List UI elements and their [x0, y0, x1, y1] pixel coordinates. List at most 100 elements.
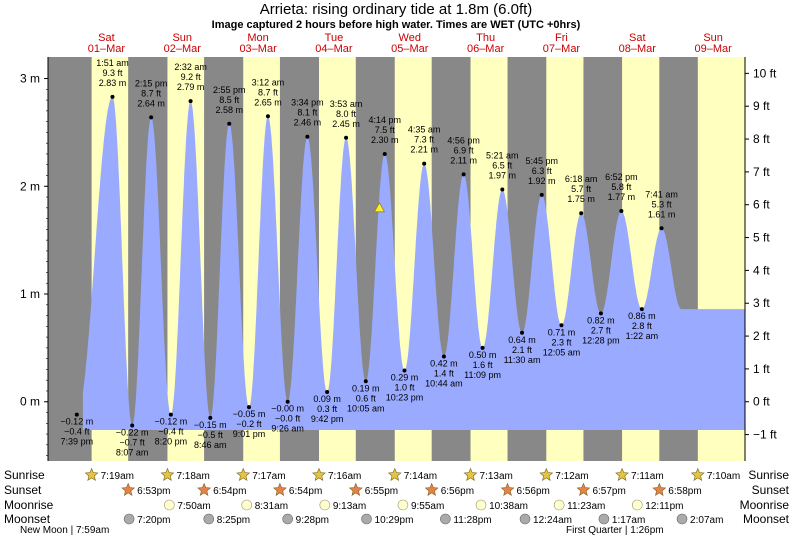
- extreme-point-12: [325, 390, 330, 395]
- extreme-label-7-1: 8.5 ft: [219, 95, 240, 105]
- extreme-point-21: [500, 187, 505, 192]
- extreme-label-29-1: 5.3 ft: [652, 199, 673, 209]
- extreme-label-15-1: 7.5 ft: [375, 125, 396, 135]
- sunset-star-icon: [121, 482, 136, 496]
- day-date-6: 07–Mar: [543, 43, 581, 55]
- extreme-label-22-0: 0.64 m: [508, 335, 536, 345]
- extreme-label-2-2: 8:07 am: [116, 447, 149, 457]
- extreme-point-22: [520, 330, 525, 335]
- extreme-label-11-0: 3:34 pm: [291, 98, 324, 108]
- sunset-time-3: 6:55pm: [365, 486, 398, 497]
- sunrise-star-icon: [312, 467, 326, 481]
- extreme-label-28-2: 1:22 am: [626, 331, 659, 341]
- extreme-label-24-0: 0.71 m: [548, 327, 576, 337]
- extreme-label-9-2: 2.65 m: [254, 97, 282, 107]
- extreme-label-26-0: 0.82 m: [587, 315, 615, 325]
- extreme-label-14-0: 0.19 m: [352, 383, 380, 393]
- extreme-point-16: [402, 368, 407, 373]
- moonrise-disc-icon: [241, 499, 253, 511]
- extreme-label-24-1: 2.3 ft: [551, 337, 572, 347]
- right-tick-label-11: 10 ft: [753, 66, 777, 80]
- left-tick-label-0: 0 m: [20, 395, 40, 409]
- extreme-point-28: [639, 307, 644, 312]
- extreme-label-12-0: 0.09 m: [313, 394, 341, 404]
- extreme-label-23-1: 6.3 ft: [532, 166, 553, 176]
- extreme-label-10-0: −0.00 m: [271, 404, 304, 414]
- extreme-labels-layer: −0.12 m−0.4 ft7:39 pm1:51 am9.3 ft2.83 m…: [60, 58, 677, 458]
- extreme-label-16-0: 0.29 m: [391, 373, 419, 383]
- extreme-point-27: [619, 209, 624, 214]
- extreme-point-14: [363, 379, 368, 384]
- extreme-point-7: [227, 121, 232, 126]
- extreme-label-1-0: 1:51 am: [96, 58, 129, 68]
- extreme-label-23-0: 5:45 pm: [525, 156, 558, 166]
- moonrise-disc-icon: [632, 499, 643, 511]
- right-tick-label-8: 7 ft: [753, 165, 770, 179]
- extreme-label-22-1: 2.1 ft: [512, 345, 533, 355]
- extreme-label-7-0: 2:55 pm: [213, 85, 246, 95]
- chart-title: Arrieta: rising ordinary tide at 1.8m (6…: [260, 1, 533, 18]
- day-name-6: Fri: [555, 32, 568, 44]
- day-date-2: 03–Mar: [239, 43, 277, 55]
- extreme-point-18: [441, 354, 446, 359]
- sunrise-time-8: 7:10am: [707, 471, 740, 482]
- extreme-label-10-2: 9:26 am: [271, 424, 304, 434]
- day-date-8: 09–Mar: [694, 43, 732, 55]
- extreme-point-9: [265, 114, 270, 119]
- sunrise-star-icon: [539, 467, 554, 481]
- sunrise-star-icon: [387, 467, 402, 481]
- day-name-8: Sun: [703, 32, 723, 44]
- day-date-0: 01–Mar: [88, 43, 126, 55]
- extreme-label-5-2: 2.79 m: [177, 82, 205, 92]
- extreme-label-0-2: 7:39 pm: [61, 437, 94, 447]
- moonset-time-2: 9:28pm: [296, 515, 329, 526]
- axes-layer: 0 m 1 m 2 m 3 m −1 ft 0 ft 1 ft 2 ft 3 ft 4 ft 5 f…: [20, 57, 777, 461]
- moonrise-disc-icon: [475, 499, 487, 511]
- sunset-time-7: 6:58pm: [668, 486, 701, 497]
- extreme-label-18-2: 10:44 am: [425, 378, 463, 388]
- extreme-label-25-1: 5.7 ft: [571, 184, 592, 194]
- extreme-label-4-1: −0.4 ft: [158, 427, 184, 437]
- tide-area: [82, 96, 745, 431]
- sunrise-star-icon: [84, 467, 99, 481]
- extreme-label-7-2: 2.58 m: [216, 105, 244, 115]
- extreme-label-13-1: 8.0 ft: [336, 109, 357, 119]
- extreme-label-1-1: 9.3 ft: [102, 68, 123, 78]
- extreme-label-29-2: 1.61 m: [648, 209, 676, 219]
- sunset-time-4: 6:56pm: [441, 486, 474, 497]
- extreme-label-20-0: 0.50 m: [469, 350, 497, 360]
- row-label-left-moonrise: Moonrise: [4, 498, 54, 512]
- right-tick-label-4: 3 ft: [753, 296, 770, 310]
- sunrise-time-1: 7:18am: [176, 471, 209, 482]
- extreme-label-5-1: 9.2 ft: [181, 72, 202, 82]
- day-name-3: Tue: [325, 32, 344, 44]
- extreme-point-8: [246, 405, 251, 410]
- moonrise-time-0: 7:50am: [177, 501, 210, 512]
- extreme-point-25: [579, 211, 584, 216]
- extreme-label-28-1: 2.8 ft: [632, 321, 653, 331]
- day-name-5: Thu: [476, 32, 495, 44]
- row-label-left-moonset: Moonset: [4, 512, 51, 526]
- extreme-label-19-2: 2.11 m: [450, 155, 477, 165]
- day-name-2: Mon: [247, 32, 268, 44]
- right-tick-label-7: 6 ft: [753, 198, 770, 212]
- extreme-label-17-1: 7.3 ft: [414, 135, 435, 145]
- day-date-5: 06–Mar: [467, 43, 505, 55]
- extreme-point-0: [74, 412, 79, 417]
- extreme-label-4-2: 8:20 pm: [155, 437, 188, 447]
- moonset-time-4: 11:28pm: [453, 515, 491, 526]
- moonset-disc-icon: [282, 513, 293, 525]
- day-name-0: Sat: [98, 32, 115, 44]
- extreme-label-2-0: −0.22 m: [116, 427, 149, 437]
- day-date-1: 02–Mar: [164, 43, 202, 55]
- moonset-time-7: 2:07am: [690, 515, 723, 526]
- extreme-label-8-0: −0.05 m: [233, 409, 266, 419]
- right-tick-label-10: 9 ft: [753, 99, 770, 113]
- extreme-label-6-2: 8:46 am: [194, 440, 227, 450]
- new-moon-note: New Moon | 7:59am: [20, 525, 109, 536]
- extreme-label-12-2: 9:42 pm: [311, 414, 344, 424]
- extreme-label-18-0: 0.42 m: [430, 358, 458, 368]
- extreme-label-15-0: 4:14 pm: [368, 115, 401, 125]
